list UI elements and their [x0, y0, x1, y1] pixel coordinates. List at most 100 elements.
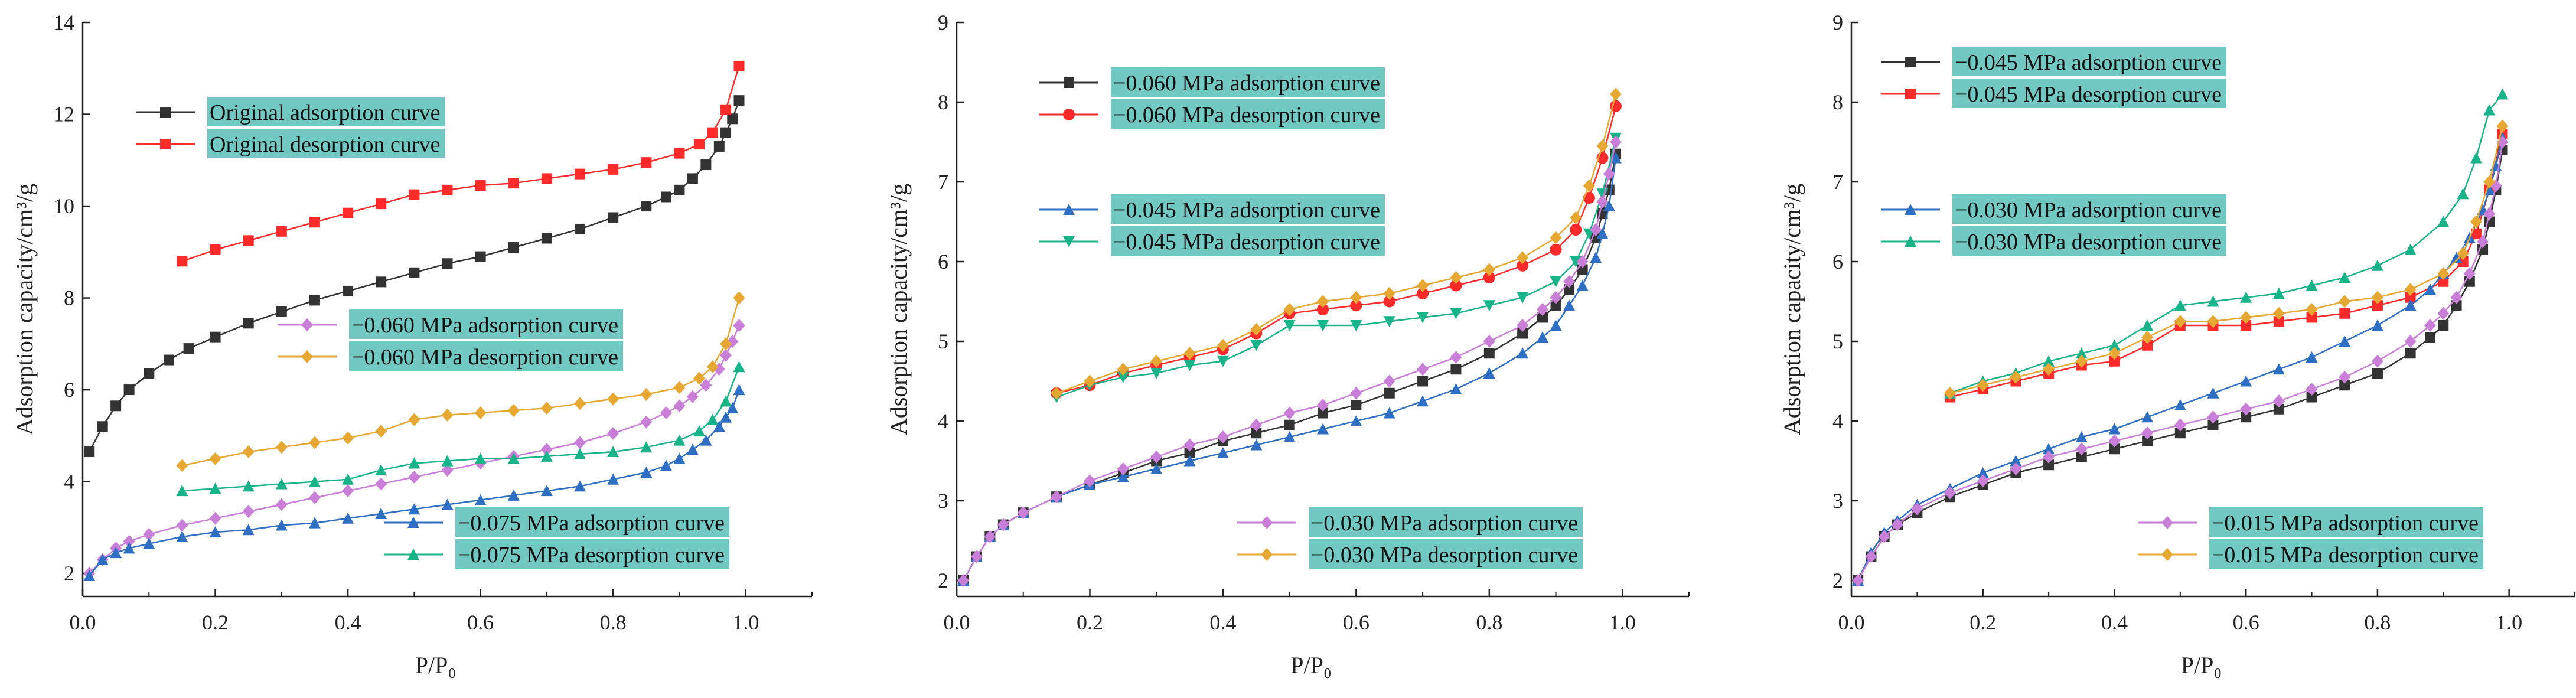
legend-label: −0.015 MPa desorption curve: [2212, 543, 2479, 567]
legend-marker: [1905, 204, 1916, 215]
data-point: [2108, 423, 2121, 435]
data-point: [1350, 291, 1362, 304]
x-tick-label: 0.6: [2233, 611, 2259, 634]
data-point: [661, 191, 671, 203]
data-point: [123, 384, 135, 396]
legend-label: −0.060 MPa adsorption curve: [351, 313, 618, 338]
series-line: [1857, 149, 2503, 581]
data-point: [1865, 550, 1877, 563]
series-0-030-mpa-adsorption-curve: [957, 135, 1622, 587]
data-point: [1570, 224, 1582, 236]
data-point: [1251, 428, 1262, 439]
data-point: [1483, 367, 1495, 379]
data-point: [2437, 216, 2450, 227]
data-point: [409, 267, 420, 278]
data-point: [1183, 455, 1196, 467]
data-point: [640, 467, 653, 478]
data-point: [2241, 412, 2252, 423]
data-point: [475, 251, 486, 262]
data-point: [540, 485, 553, 497]
legend-bottom-right: −0.015 MPa adsorption curve −0.015 MPa de…: [2138, 507, 2484, 569]
x-tick-label: 0.2: [202, 611, 229, 634]
data-point: [686, 443, 699, 455]
data-point: [1417, 312, 1429, 324]
data-point: [507, 404, 520, 418]
x-axis-label: P/P₀: [415, 652, 456, 679]
data-point: [1383, 295, 1395, 308]
data-point: [1150, 368, 1163, 379]
x-tick-label: 1.0: [732, 611, 759, 634]
legend-label-bg: [455, 539, 730, 569]
data-point: [1217, 447, 1229, 458]
data-point: [2404, 243, 2417, 255]
y-tick-label: 4: [64, 470, 74, 494]
y-tick-label: 3: [938, 489, 948, 513]
data-point: [1517, 328, 1528, 339]
data-point: [1450, 383, 1462, 394]
data-point: [342, 484, 354, 498]
y-axis-label: Adsorption capacity/cm³/g: [1779, 184, 1805, 435]
y-tick-label: 14: [53, 11, 74, 34]
data-point: [2010, 462, 2022, 475]
data-point: [2306, 312, 2317, 323]
data-point: [2306, 303, 2318, 316]
data-point: [1350, 299, 1362, 312]
data-point: [275, 441, 288, 454]
data-point: [2483, 104, 2496, 116]
data-point: [2043, 363, 2055, 376]
data-point: [1117, 363, 1129, 376]
data-point: [110, 547, 122, 559]
x-tick-label: 0.2: [1077, 611, 1103, 634]
data-point: [1483, 335, 1495, 348]
data-point: [720, 337, 732, 351]
data-point: [693, 425, 706, 437]
data-point: [574, 436, 586, 449]
data-point: [2240, 375, 2252, 387]
legend-label-bg: [207, 97, 445, 126]
data-point: [243, 318, 254, 329]
data-point: [2207, 315, 2219, 328]
data-point: [1450, 271, 1462, 284]
data-point: [342, 512, 354, 524]
data-point: [242, 480, 255, 492]
legend-label-bg: [1111, 99, 1385, 129]
y-tick-label: 2: [64, 562, 74, 585]
data-point: [309, 217, 320, 228]
data-point: [1250, 439, 1263, 451]
data-point: [1417, 395, 1429, 407]
data-point: [2404, 335, 2417, 348]
legend-marker: [1063, 204, 1075, 215]
data-point: [1283, 406, 1296, 420]
legend-label-bg: [207, 129, 445, 158]
data-point: [1283, 303, 1296, 316]
data-point: [997, 518, 1009, 531]
data-point: [242, 445, 255, 459]
data-point: [727, 113, 738, 125]
data-point: [507, 452, 520, 464]
legend-label-bg: [1111, 194, 1385, 224]
y-axis-label: Adsorption capacity/cm³/g: [11, 184, 38, 435]
data-point: [2437, 267, 2450, 280]
data-point: [641, 201, 652, 212]
data-point: [209, 482, 221, 494]
data-point: [694, 139, 705, 150]
x-tick-label: 0.8: [1476, 611, 1502, 634]
data-point: [507, 489, 520, 501]
series-line: [1857, 142, 2503, 581]
data-point: [2339, 370, 2351, 384]
legend-upper-middle: −0.045 MPa adsorption curve −0.045 MPa de…: [1039, 194, 1385, 256]
y-tick-label: 7: [1832, 170, 1843, 194]
data-point: [441, 408, 454, 422]
data-point: [308, 475, 321, 487]
data-point: [408, 470, 420, 484]
data-point: [2339, 380, 2350, 391]
data-point: [1550, 231, 1562, 244]
data-point: [1283, 431, 1296, 442]
series-line: [181, 66, 740, 262]
data-point: [1017, 506, 1029, 520]
data-point: [177, 256, 188, 267]
data-point: [1483, 272, 1495, 283]
data-point: [2272, 306, 2285, 320]
data-point: [2174, 299, 2186, 311]
y-tick-label: 2: [938, 569, 948, 592]
